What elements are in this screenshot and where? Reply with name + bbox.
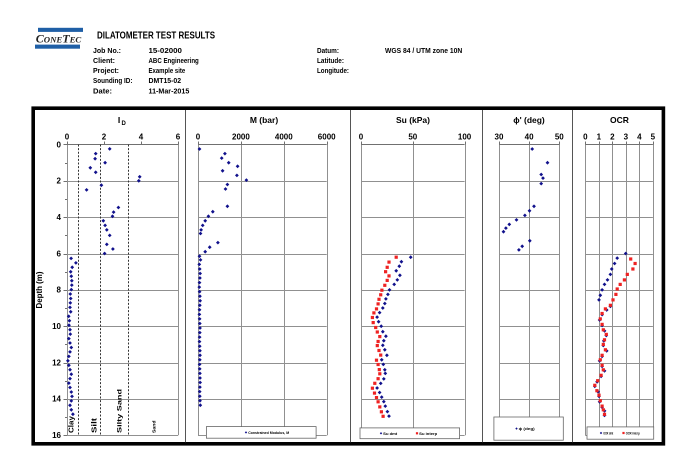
svg-text:ϕ' (deg): ϕ' (deg) xyxy=(513,115,545,125)
svg-text:6: 6 xyxy=(176,133,181,142)
svg-text:6: 6 xyxy=(57,249,62,258)
svg-text:50: 50 xyxy=(408,133,417,142)
svg-text:4: 4 xyxy=(637,133,642,142)
svg-text:DILATOMETER TEST RESULTS: DILATOMETER TEST RESULTS xyxy=(97,31,215,42)
svg-text:Clay: Clay xyxy=(69,416,76,433)
svg-text:0: 0 xyxy=(65,133,70,142)
svg-text:0: 0 xyxy=(57,140,62,149)
svg-text:Latitude:: Latitude: xyxy=(317,56,344,65)
svg-text:Silt: Silt xyxy=(92,417,99,433)
svg-text:15-02000: 15-02000 xyxy=(149,46,182,55)
svg-text:8: 8 xyxy=(57,286,62,295)
svg-text:Job No.:: Job No.: xyxy=(93,46,121,55)
svg-text:Example site: Example site xyxy=(149,66,186,75)
svg-text:30: 30 xyxy=(495,133,504,142)
svg-text:WGS 84 / UTM zone 10N: WGS 84 / UTM zone 10N xyxy=(385,46,462,55)
svg-text:Depth (m): Depth (m) xyxy=(35,271,44,308)
svg-text:0: 0 xyxy=(359,133,364,142)
svg-text:Su interp: Su interp xyxy=(419,432,438,436)
svg-text:4: 4 xyxy=(139,133,144,142)
svg-text:Client:: Client: xyxy=(93,56,115,65)
svg-text:2000: 2000 xyxy=(232,133,250,142)
svg-text:Su dmt: Su dmt xyxy=(383,432,398,436)
svg-text:CONETEC: CONETEC xyxy=(36,31,82,45)
svg-text:0: 0 xyxy=(583,133,588,142)
svg-text:Silty Sand: Silty Sand xyxy=(117,389,124,433)
svg-text:ABC Engineering: ABC Engineering xyxy=(149,56,200,65)
svg-text:100: 100 xyxy=(458,133,472,142)
svg-text:2: 2 xyxy=(610,133,615,142)
svg-text:0: 0 xyxy=(196,133,201,142)
svg-text:Sounding ID:: Sounding ID: xyxy=(93,76,133,85)
svg-text:50: 50 xyxy=(555,133,564,142)
svg-text:Datum:: Datum: xyxy=(317,46,339,55)
svg-text:12: 12 xyxy=(52,358,61,367)
svg-text:Longitude:: Longitude: xyxy=(317,66,349,75)
svg-text:10: 10 xyxy=(52,322,61,331)
svg-text:Sand: Sand xyxy=(152,420,157,433)
svg-text:14: 14 xyxy=(52,395,61,404)
svg-text:Project:: Project: xyxy=(93,66,119,75)
svg-text:Su (kPa): Su (kPa) xyxy=(396,115,430,125)
svg-text:4000: 4000 xyxy=(275,133,293,142)
svg-text:I: I xyxy=(118,115,120,125)
svg-text:16: 16 xyxy=(52,431,61,440)
svg-text:D: D xyxy=(122,121,127,127)
svg-text:DMT15-02: DMT15-02 xyxy=(149,76,182,85)
svg-text:6000: 6000 xyxy=(318,133,336,142)
svg-text:1: 1 xyxy=(597,133,602,142)
svg-text:OCR: OCR xyxy=(610,115,629,125)
svg-text:5: 5 xyxy=(651,133,656,142)
svg-text:Date:: Date: xyxy=(93,86,112,95)
svg-text:OCR interp: OCR interp xyxy=(626,432,641,436)
svg-text:M (bar): M (bar) xyxy=(250,115,279,125)
svg-text:2: 2 xyxy=(102,133,107,142)
svg-text:40: 40 xyxy=(525,133,534,142)
svg-text:3: 3 xyxy=(624,133,629,142)
svg-text:Constrained Modulus, M: Constrained Modulus, M xyxy=(248,431,289,435)
svg-text:OCR dmt: OCR dmt xyxy=(603,432,614,436)
svg-text:4: 4 xyxy=(57,213,62,222)
svg-text:ϕ (deg): ϕ (deg) xyxy=(519,427,536,431)
svg-text:2: 2 xyxy=(57,177,62,186)
svg-text:11-Mar-2015: 11-Mar-2015 xyxy=(149,86,190,95)
